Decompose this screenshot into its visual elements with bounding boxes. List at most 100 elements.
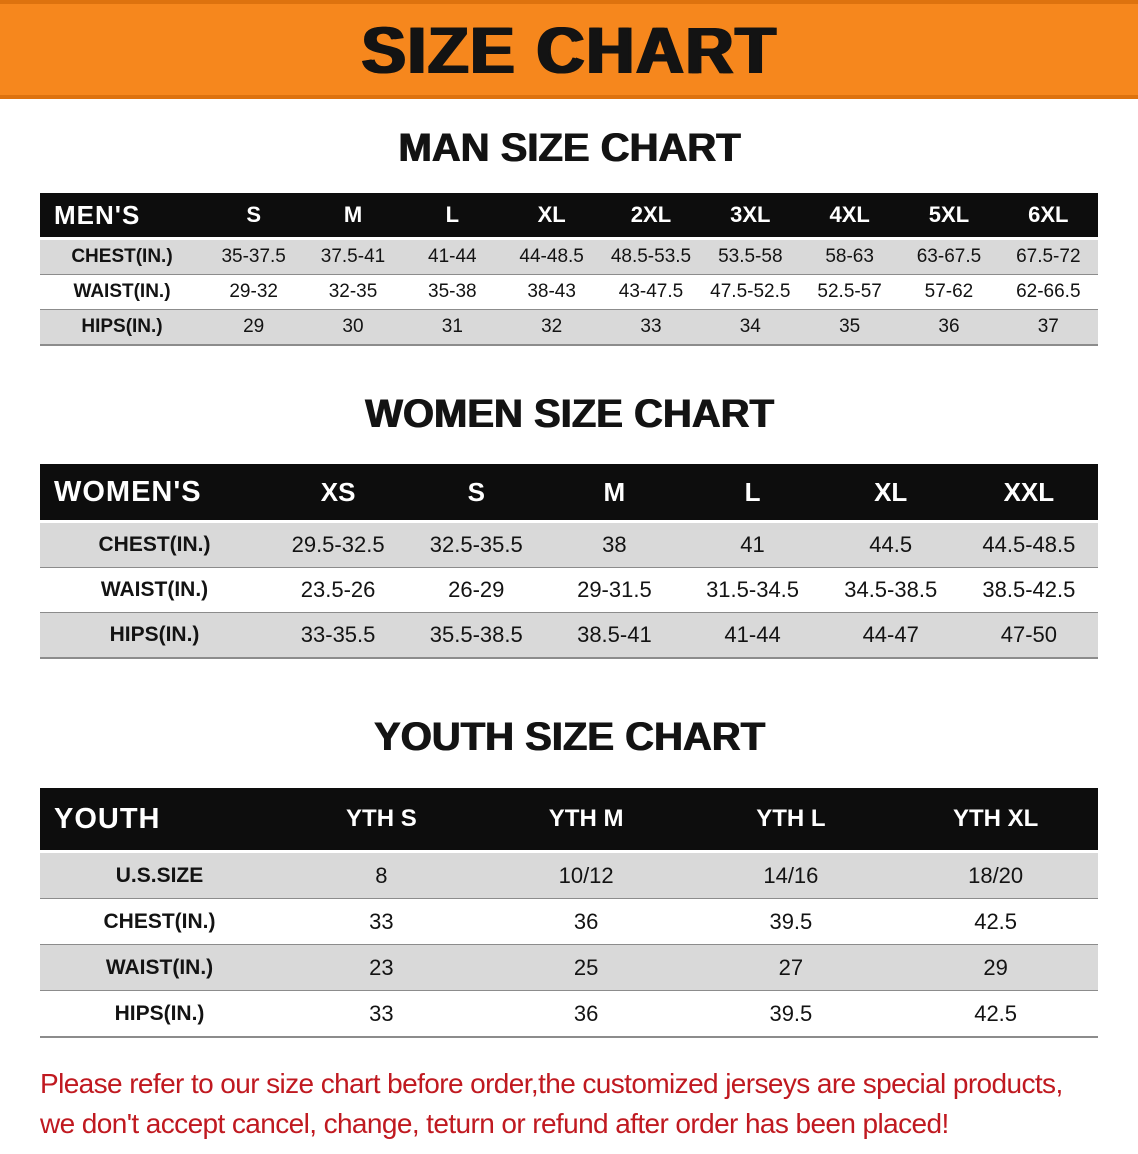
disclaimer-line-1: Please refer to our size chart before or… bbox=[40, 1068, 1063, 1099]
size-cell: 31 bbox=[441, 316, 463, 337]
size-cell: 29 bbox=[243, 316, 265, 337]
row-label: CHEST(IN.) bbox=[71, 246, 173, 267]
table-row: CHEST(IN.) 29.5-32.5 32.5-35.5 38 41 44.5 44.5… bbox=[40, 521, 1098, 568]
size-cell: 29-32 bbox=[229, 281, 278, 302]
table-row: HIPS(IN.) 33 36 39.5 42.5 bbox=[40, 990, 1098, 1037]
size-cell: 32-35 bbox=[328, 281, 378, 302]
size-cell: 33-35.5 bbox=[300, 622, 376, 647]
size-cell: 25 bbox=[573, 954, 599, 980]
column-header: S bbox=[407, 464, 546, 522]
size-cell: 18/20 bbox=[968, 862, 1024, 888]
column-header: XL bbox=[501, 193, 602, 239]
size-cell: 31.5-34.5 bbox=[706, 577, 800, 602]
size-cell: 39.5 bbox=[769, 1000, 813, 1026]
size-cell: 35-37.5 bbox=[221, 246, 286, 267]
disclaimer-line-2: we don't accept cancel, change, teturn o… bbox=[40, 1108, 949, 1139]
women-size-chart-heading: WOMEN SIZE CHART bbox=[364, 392, 774, 436]
column-header: YTH XL bbox=[893, 788, 1098, 852]
youth-size-chart-heading: YOUTH SIZE CHART bbox=[373, 715, 765, 759]
disclaimer: Please refer to our size chart before or… bbox=[40, 1064, 1098, 1144]
size-cell: 33 bbox=[640, 316, 662, 337]
table-row: WAIST(IN.) 23 25 27 29 bbox=[40, 944, 1098, 991]
header-row: WOMEN'S XS S M L XL XXL bbox=[40, 464, 1098, 522]
table-row: CHEST(IN.) 33 36 39.5 42.5 bbox=[40, 898, 1098, 945]
size-cell: 8 bbox=[375, 862, 388, 888]
size-cell: 37.5-41 bbox=[320, 246, 386, 267]
man-size-chart-section: MAN SIZE CHART MEN'S S M L XL 2XL 3XL 4XL 5XL 6XL… bbox=[0, 126, 1138, 346]
column-header: M bbox=[545, 464, 684, 522]
size-cell: 38 bbox=[602, 532, 627, 557]
size-cell: 39.5 bbox=[769, 908, 813, 934]
size-cell: 36 bbox=[573, 908, 599, 934]
page-title: SIZE CHART bbox=[361, 12, 777, 87]
table-corner-label: WOMEN'S bbox=[40, 464, 269, 522]
size-cell: 67.5-72 bbox=[1016, 246, 1081, 267]
size-cell: 27 bbox=[778, 954, 804, 980]
size-cell: 62-66.5 bbox=[1016, 281, 1081, 302]
column-header: 6XL bbox=[998, 193, 1098, 239]
size-cell: 29-31.5 bbox=[577, 577, 652, 602]
table-row: U.S.SIZE 8 10/12 14/16 18/20 bbox=[40, 851, 1098, 899]
mens-size-table: MEN'S S M L XL 2XL 3XL 4XL 5XL 6XL CHEST(IN.) 35-37… bbox=[40, 193, 1098, 346]
size-cell: 37 bbox=[1037, 316, 1059, 337]
size-cell: 41-44 bbox=[724, 622, 781, 647]
row-label: HIPS(IN.) bbox=[109, 623, 200, 646]
column-header: XS bbox=[269, 464, 408, 522]
size-cell: 53.5-58 bbox=[718, 246, 783, 267]
table-corner-label: MEN'S bbox=[40, 193, 204, 239]
size-cell: 52.5-57 bbox=[817, 281, 882, 302]
size-cell: 32 bbox=[541, 316, 563, 337]
size-cell: 42.5 bbox=[974, 908, 1018, 934]
row-label: CHEST(IN.) bbox=[98, 533, 211, 556]
size-cell: 23 bbox=[369, 954, 394, 980]
size-cell: 33 bbox=[369, 1000, 394, 1026]
table-row: HIPS(IN.) 33-35.5 35.5-38.5 38.5-41 41-44 44-… bbox=[40, 612, 1098, 658]
size-cell: 38.5-41 bbox=[577, 622, 652, 647]
size-cell: 29 bbox=[983, 954, 1008, 980]
row-label: WAIST(IN.) bbox=[105, 955, 214, 979]
column-header: S bbox=[204, 193, 304, 239]
youth-size-table: YOUTH YTH S YTH M YTH L YTH XL U.S.SIZE 8 10/12… bbox=[40, 788, 1098, 1038]
row-label: CHEST(IN.) bbox=[103, 909, 216, 933]
row-label: HIPS(IN.) bbox=[81, 316, 163, 337]
size-cell: 36 bbox=[573, 1000, 599, 1026]
size-cell: 35.5-38.5 bbox=[429, 622, 523, 647]
column-header: 2XL bbox=[601, 193, 701, 239]
size-cell: 63-67.5 bbox=[916, 246, 982, 267]
size-cell: 32.5-35.5 bbox=[429, 532, 523, 557]
table-corner-label: YOUTH bbox=[40, 788, 279, 852]
size-cell: 44.5-48.5 bbox=[982, 532, 1076, 557]
womens-size-table: WOMEN'S XS S M L XL XXL CHEST(IN.) 29.5-32.5 32.5… bbox=[40, 464, 1098, 659]
size-cell: 33 bbox=[369, 908, 394, 934]
size-cell: 34 bbox=[739, 316, 761, 337]
column-header: XXL bbox=[959, 464, 1098, 522]
table-row: WAIST(IN.) 23.5-26 26-29 29-31.5 31.5-34.5 34… bbox=[40, 567, 1098, 613]
size-cell: 43-47.5 bbox=[618, 281, 684, 302]
column-header: YTH S bbox=[279, 788, 484, 852]
size-cell: 44.5 bbox=[869, 532, 913, 557]
column-header: YTH M bbox=[483, 788, 689, 852]
column-header: 3XL bbox=[700, 193, 800, 239]
size-cell: 38.5-42.5 bbox=[982, 577, 1076, 602]
column-header: XL bbox=[821, 464, 960, 522]
column-header: 4XL bbox=[799, 193, 900, 239]
row-label: WAIST(IN.) bbox=[73, 281, 171, 302]
size-cell: 41-44 bbox=[428, 246, 477, 267]
size-cell: 44-47 bbox=[862, 622, 919, 647]
table-row: HIPS(IN.) 29 30 31 32 33 34 35 36 37 bbox=[40, 309, 1098, 345]
size-cell: 58-63 bbox=[825, 246, 874, 267]
row-label: U.S.SIZE bbox=[115, 863, 204, 887]
table-row: WAIST(IN.) 29-32 32-35 35-38 38-43 43-47.5 47.… bbox=[40, 274, 1098, 310]
column-header: M bbox=[303, 193, 403, 239]
size-cell: 48.5-53.5 bbox=[610, 246, 692, 267]
women-size-chart-section: WOMEN SIZE CHART WOMEN'S XS S M L XL XXL CHEST(… bbox=[0, 392, 1138, 659]
size-cell: 35-38 bbox=[428, 281, 477, 302]
size-cell: 26-29 bbox=[448, 577, 505, 602]
size-cell: 44-48.5 bbox=[519, 246, 584, 267]
column-header: 5XL bbox=[899, 193, 999, 239]
row-label: WAIST(IN.) bbox=[100, 578, 209, 601]
header-row: MEN'S S M L XL 2XL 3XL 4XL 5XL 6XL bbox=[40, 193, 1098, 239]
size-cell: 14/16 bbox=[763, 862, 819, 888]
youth-size-chart-section: YOUTH SIZE CHART YOUTH YTH S YTH M YTH L YTH… bbox=[0, 715, 1138, 1038]
size-cell: 47-50 bbox=[1000, 622, 1058, 647]
